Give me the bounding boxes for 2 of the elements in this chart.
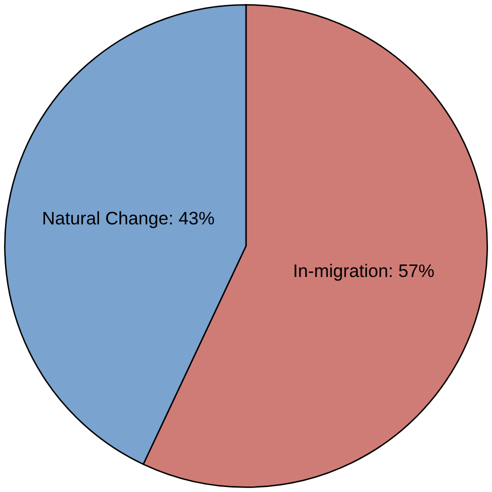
slice-label: Natural Change: 43%: [43, 211, 214, 228]
slice-label: In-migration: 57%: [294, 264, 434, 281]
